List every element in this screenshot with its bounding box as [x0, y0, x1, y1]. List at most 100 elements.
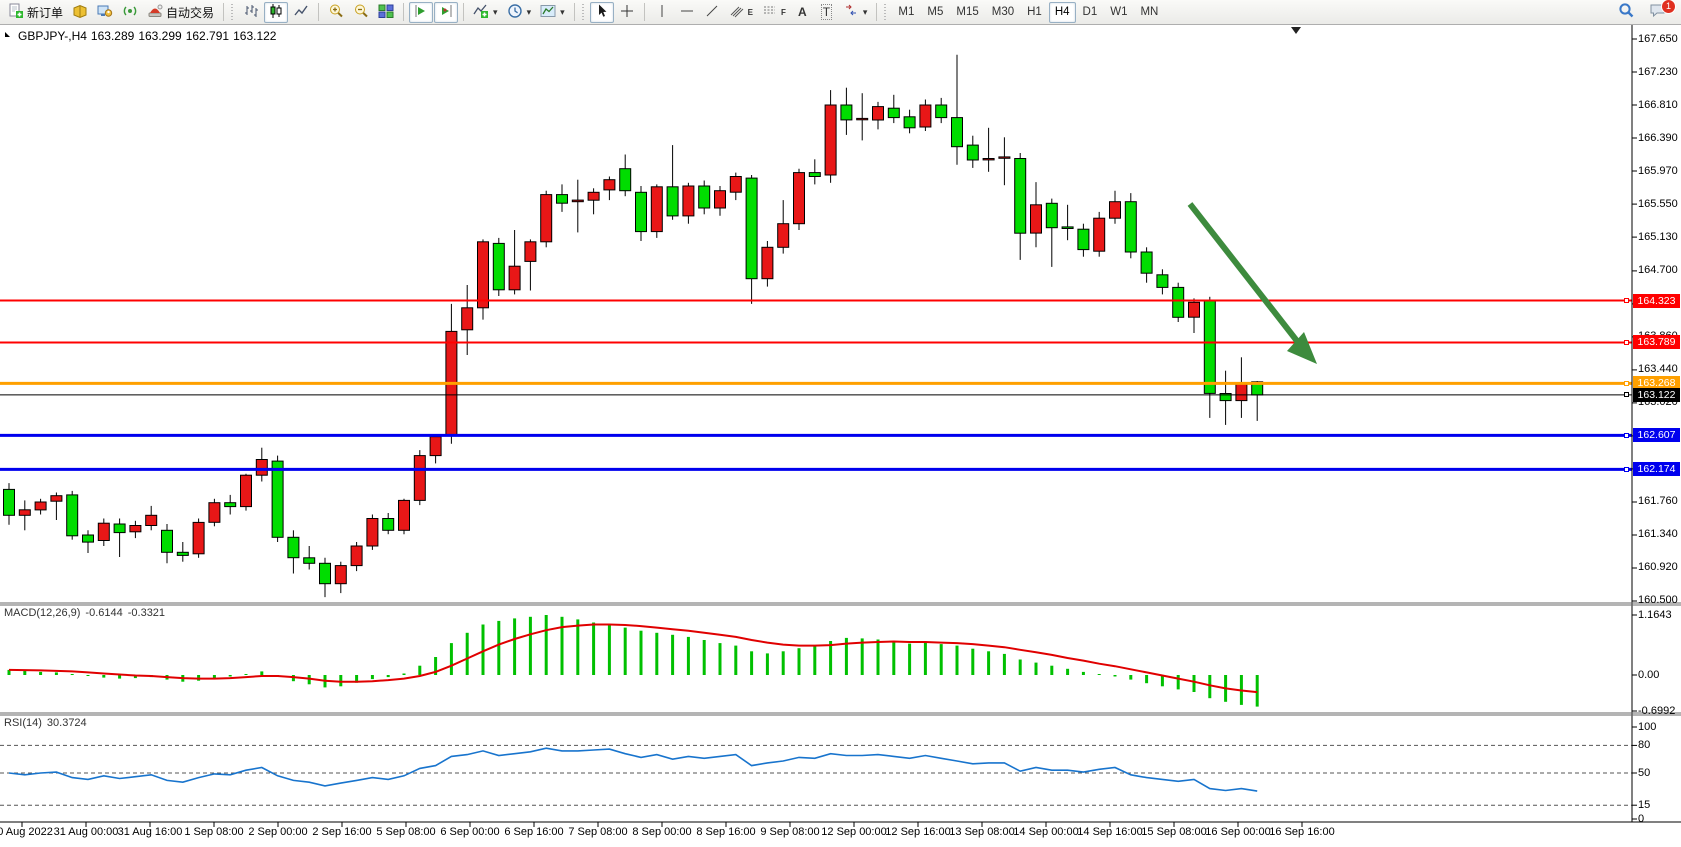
auto-scroll-button[interactable] — [409, 1, 434, 23]
level-price-label[interactable]: 163.789 — [1633, 335, 1680, 350]
autotrading-button[interactable]: 自动交易 — [143, 2, 218, 23]
fibonacci-icon — [762, 3, 778, 22]
price-axis-tick: 160.920 — [1638, 561, 1678, 574]
rsi-axis-tick: 80 — [1638, 738, 1651, 751]
timeframe-m5-button[interactable]: M5 — [927, 6, 944, 18]
chart-shift-button[interactable] — [434, 1, 459, 23]
timeframe-d1-button[interactable]: D1 — [1082, 6, 1098, 18]
rsi-name: RSI(14) — [4, 717, 42, 729]
trend-arrow-annotation[interactable] — [1187, 202, 1317, 364]
ohlc-close: 163.122 — [233, 29, 277, 43]
auto-scroll-icon — [413, 3, 429, 22]
time-axis-label: 16 Sep 00:00 — [1205, 826, 1271, 838]
level-price-label[interactable]: 163.268 — [1633, 376, 1680, 391]
zoom-in-icon — [328, 3, 344, 22]
price-axis-tick: 166.390 — [1638, 131, 1678, 144]
zoom-out-button[interactable] — [349, 2, 373, 23]
level-price-label[interactable]: 164.323 — [1633, 293, 1680, 308]
cursor-button[interactable] — [589, 1, 614, 23]
level-price-label[interactable]: 162.607 — [1633, 428, 1680, 443]
text-label-button[interactable]: T — [815, 2, 838, 23]
timeframe-m15-button[interactable]: M15 — [956, 6, 979, 18]
time-axis-label: 30 Aug 2022 — [0, 826, 53, 838]
price-axis-tick: 165.550 — [1638, 197, 1678, 210]
notifications-button[interactable]: 1 — [1645, 0, 1676, 23]
bar-chart-button[interactable] — [239, 2, 263, 23]
level-end-marker — [1624, 339, 1629, 345]
arrows-button[interactable]: ▾ — [839, 2, 872, 23]
terminal-monitor-icon — [97, 3, 113, 22]
vertical-line-button[interactable] — [650, 2, 674, 23]
templates-button[interactable]: ▾ — [536, 2, 569, 23]
rsi-axis-tick: 50 — [1638, 766, 1651, 779]
trendline-button[interactable] — [700, 2, 724, 23]
autotrading-label: 自动交易 — [166, 5, 215, 20]
time-axis-label: 31 Aug 16:00 — [117, 826, 183, 838]
time-axis-label: 2 Sep 00:00 — [248, 826, 308, 838]
text-button[interactable]: A — [791, 2, 814, 23]
crosshair-button[interactable] — [615, 2, 639, 23]
chart-shift-marker[interactable] — [1291, 27, 1301, 34]
text-label-icon: T — [820, 4, 833, 20]
indicators-icon — [473, 3, 489, 22]
level-end-marker — [1624, 432, 1629, 438]
tile-windows-button[interactable] — [374, 2, 398, 23]
timeframe-m1-button[interactable]: M1 — [898, 6, 915, 18]
time-axis-label: 15 Sep 08:00 — [1141, 826, 1207, 838]
fibonacci-button[interactable]: F — [758, 2, 790, 23]
candles[interactable] — [3, 54, 1264, 598]
timeframe-mn-button[interactable]: MN — [1140, 6, 1159, 18]
macd-axis-tick: 0.00 — [1638, 668, 1660, 681]
chevron-down-icon: ▾ — [560, 6, 565, 17]
zoom-out-icon — [353, 3, 369, 22]
strategy-tester-button[interactable] — [93, 2, 117, 23]
price-axis-tick: 164.700 — [1638, 264, 1678, 277]
new-order-icon — [8, 3, 24, 22]
signal-radar-icon — [122, 3, 138, 22]
time-axis-label: 9 Sep 08:00 — [760, 826, 820, 838]
time-axis-label: 2 Sep 16:00 — [312, 826, 372, 838]
horizontal-line-button[interactable] — [675, 2, 699, 23]
line-chart-icon — [293, 3, 309, 22]
price-axis-tick: 165.130 — [1638, 230, 1678, 243]
search-button[interactable] — [1614, 2, 1639, 23]
zoom-in-button[interactable] — [324, 2, 348, 23]
chart-shift-icon — [438, 3, 454, 22]
macd-signal-line — [8, 623, 1258, 694]
time-axis-label: 12 Sep 00:00 — [821, 826, 887, 838]
chevron-down-icon: ▾ — [526, 6, 532, 17]
macd-value-main: -0.6144 — [85, 607, 123, 619]
template-chart-icon — [540, 3, 556, 22]
toolbar: 新订单 自动交易 — [0, 0, 1681, 25]
time-axis-label: 5 Sep 08:00 — [376, 826, 436, 838]
signals-button[interactable] — [118, 2, 142, 23]
history-center-button[interactable] — [68, 2, 92, 23]
timeframe-w1-button[interactable]: W1 — [1110, 6, 1128, 18]
timeframe-h4-button[interactable]: H4 — [1048, 1, 1076, 23]
ohlc-open: 163.289 — [90, 29, 135, 43]
rsi-label: RSI(14) 30.3724 — [4, 717, 92, 729]
price-axis-tick: 167.230 — [1638, 65, 1678, 78]
bar-chart-icon — [243, 3, 259, 22]
time-axis-label: 7 Sep 08:00 — [568, 826, 628, 838]
line-chart-button[interactable] — [289, 2, 313, 23]
level-end-marker — [1624, 392, 1629, 398]
level-end-marker — [1624, 466, 1629, 472]
timeframe-m30-button[interactable]: M30 — [991, 6, 1015, 18]
autotrading-icon — [147, 3, 163, 22]
indicators-button[interactable]: ▾ — [469, 2, 502, 23]
timeframe-h1-button[interactable]: H1 — [1027, 6, 1042, 18]
macd-name: MACD(12,26,9) — [4, 607, 81, 619]
title-expand-icon[interactable] — [5, 32, 10, 37]
level-lines[interactable] — [0, 299, 1632, 471]
cursor-arrow-icon — [594, 3, 610, 22]
periods-button[interactable]: ▾ — [503, 2, 536, 23]
level-price-label[interactable]: 163.122 — [1633, 387, 1680, 402]
new-order-button[interactable]: 新订单 — [4, 2, 67, 23]
price-axis-tick: 160.500 — [1638, 594, 1678, 607]
level-price-label[interactable]: 162.174 — [1633, 462, 1680, 477]
equidistant-channel-button[interactable]: E — [725, 2, 757, 23]
candlestick-chart-button[interactable] — [264, 1, 289, 23]
